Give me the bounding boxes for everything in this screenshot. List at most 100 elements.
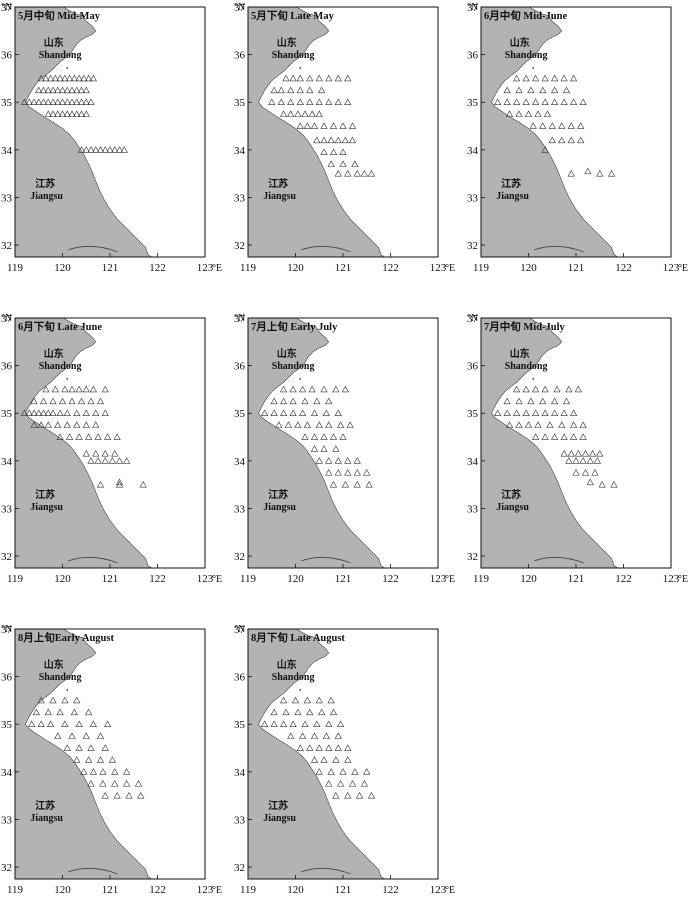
station-marker-triangle-icon: [353, 469, 361, 476]
station-marker-triangle-icon: [310, 433, 319, 440]
station-marker-triangle-icon: [123, 780, 131, 787]
station-marker-triangle-icon: [584, 167, 592, 175]
station-marker-triangle-icon: [306, 74, 314, 82]
station-marker-triangle-icon: [47, 720, 55, 728]
station-marker-triangle-icon: [125, 791, 133, 799]
jiangsu-label-en: Jiangsu: [30, 813, 63, 824]
station-marker-triangle-icon: [94, 457, 102, 464]
station-marker-triangle-icon: [332, 445, 340, 452]
lat-tick-label: 35: [234, 719, 246, 731]
station-marker-triangle-icon: [344, 791, 352, 799]
station-marker-triangle-icon: [82, 385, 90, 393]
station-marker-triangle-icon: [49, 397, 57, 405]
station-marker-triangle-icon: [73, 696, 81, 704]
station-marker-triangle-icon: [30, 421, 38, 428]
lon-tick-label: 121: [568, 573, 585, 585]
station-marker-triangle-icon: [532, 409, 540, 417]
station-marker-triangle-icon: [63, 86, 71, 94]
station-marker-triangle-icon: [270, 409, 278, 417]
shandong-label-en: Shandong: [272, 361, 315, 372]
station-marker-triangle-icon: [82, 98, 90, 106]
panel-title: 6月下旬 Late June: [18, 320, 102, 333]
lat-tick-label: 37: [234, 313, 246, 325]
station-marker-triangle-icon: [551, 98, 559, 106]
land-area: [481, 7, 619, 257]
station-marker-triangle-icon: [339, 433, 347, 440]
station-marker-triangle-icon: [539, 397, 547, 405]
shandong-label-cn: 山东: [44, 658, 64, 671]
station-marker-triangle-icon: [39, 409, 48, 417]
lat-tick-label: 33: [467, 192, 479, 204]
station-marker-triangle-icon: [344, 169, 352, 177]
station-marker-triangle-icon: [315, 696, 323, 704]
estuary-outline: [301, 245, 351, 253]
station-marker-triangle-icon: [287, 732, 295, 739]
station-marker-triangle-icon: [42, 385, 50, 393]
station-marker-triangle-icon: [42, 74, 50, 82]
station-marker-triangle-icon: [344, 744, 352, 751]
station-marker-triangle-icon: [534, 421, 542, 428]
estuary-outline: [68, 556, 118, 564]
station-marker-triangle-icon: [353, 457, 361, 464]
station-marker-triangle-icon: [73, 110, 81, 117]
station-marker-triangle-icon: [56, 74, 64, 82]
station-marker-triangle-icon: [532, 385, 540, 393]
lat-unit-label: °N: [1, 624, 12, 635]
station-marker-triangle-icon: [365, 480, 373, 488]
estuary-outline: [68, 867, 118, 875]
lon-tick-label: 121: [335, 262, 352, 274]
station-marker-triangle-icon: [315, 421, 323, 428]
lat-tick-label: 35: [467, 408, 479, 420]
station-marker-triangle-icon: [593, 457, 601, 464]
station-marker-triangle-icon: [77, 86, 86, 94]
lon-tick-label: 120: [54, 573, 71, 585]
station-marker-triangle-icon: [522, 98, 530, 106]
island-dot: [532, 378, 535, 380]
station-marker-triangle-icon: [522, 74, 530, 82]
jiangsu-label-en: Jiangsu: [30, 191, 63, 202]
lon-tick-label: 119: [240, 573, 257, 585]
station-marker-triangle-icon: [68, 732, 76, 739]
station-marker-triangle-icon: [560, 98, 568, 106]
station-marker-triangle-icon: [39, 98, 48, 106]
station-marker-triangle-icon: [363, 469, 371, 476]
station-marker-triangle-icon: [287, 110, 295, 117]
station-marker-triangle-icon: [320, 136, 328, 144]
lat-unit-label: °N: [467, 2, 478, 13]
station-marker-triangle-icon: [111, 146, 119, 153]
station-marker-triangle-icon: [310, 409, 319, 417]
station-marker-triangle-icon: [303, 122, 311, 129]
station-marker-triangle-icon: [551, 86, 559, 94]
station-marker-triangle-icon: [51, 74, 59, 82]
station-marker-triangle-icon: [299, 409, 307, 417]
lon-tick-label: 122: [382, 262, 399, 274]
lat-tick-label: 33: [234, 814, 246, 826]
station-marker-triangle-icon: [75, 744, 83, 751]
shandong-label-cn: 山东: [277, 36, 297, 49]
lon-unit-label: °E: [678, 263, 688, 274]
station-marker-triangle-icon: [515, 421, 523, 428]
station-marker-triangle-icon: [35, 409, 43, 417]
station-marker-triangle-icon: [353, 169, 361, 177]
shandong-label-cn: 山东: [277, 658, 297, 671]
jiangsu-label-cn: 江苏: [35, 488, 55, 501]
jiangsu-label-en: Jiangsu: [263, 813, 296, 824]
shandong-label-en: Shandong: [505, 50, 548, 61]
station-marker-triangle-icon: [334, 74, 342, 82]
lon-tick-label: 123: [663, 573, 680, 585]
station-marker-triangle-icon: [565, 385, 573, 393]
land-area: [248, 629, 386, 879]
jiangsu-label-cn: 江苏: [501, 488, 521, 501]
station-marker-triangle-icon: [551, 74, 559, 82]
station-marker-triangle-icon: [66, 74, 74, 82]
station-marker-triangle-icon: [296, 98, 304, 106]
jiangsu-label-cn: 江苏: [35, 177, 55, 190]
station-marker-triangle-icon: [313, 720, 321, 728]
station-marker-triangle-icon: [63, 744, 71, 751]
station-marker-triangle-icon: [68, 110, 76, 117]
lat-tick-label: 32: [234, 862, 245, 874]
station-marker-triangle-icon: [301, 720, 309, 728]
station-marker-triangle-icon: [367, 791, 376, 799]
